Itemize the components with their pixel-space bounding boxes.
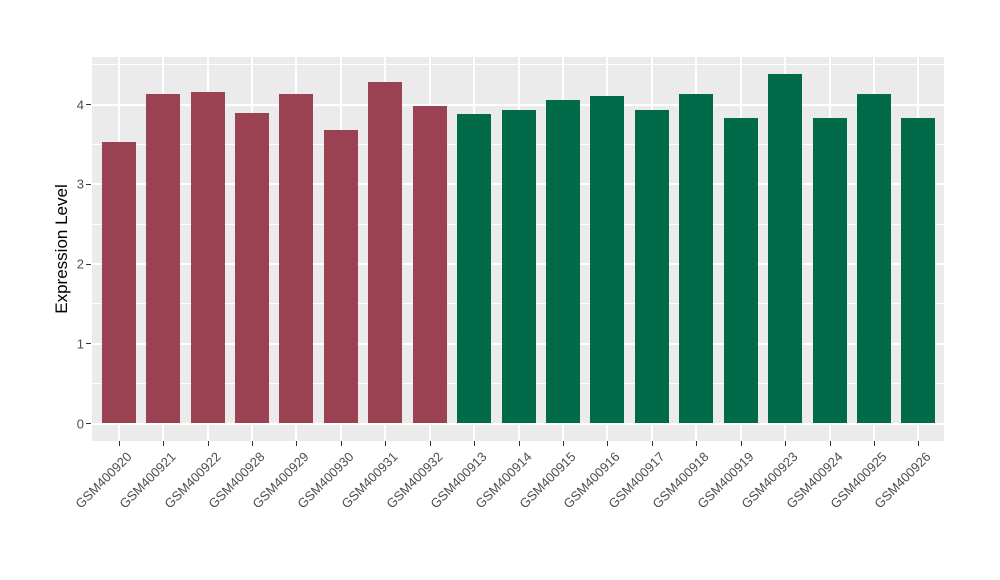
bar-GSM400929	[279, 94, 314, 423]
bar-GSM400928	[234, 112, 269, 423]
bar-GSM400913	[457, 114, 492, 423]
x-tick-mark	[163, 441, 165, 446]
y-tick-mark	[86, 263, 91, 265]
x-tick-mark	[651, 441, 653, 446]
y-axis-title: Expression Level	[52, 184, 71, 314]
bar-GSM400930	[323, 129, 358, 423]
y-tick-mark	[86, 343, 91, 345]
y-tick-mark	[86, 183, 91, 185]
bar-GSM400923	[768, 73, 803, 423]
bar-GSM400914	[501, 110, 536, 423]
bar-GSM400924	[812, 117, 847, 423]
x-tick-mark	[340, 441, 342, 446]
bar-GSM400932	[412, 105, 447, 423]
x-tick-mark	[918, 441, 920, 446]
x-tick-mark	[474, 441, 476, 446]
bar-GSM400925	[857, 93, 891, 423]
bar-GSM400921	[146, 94, 181, 423]
plot-panel	[92, 57, 944, 441]
y-tick-label: 1	[76, 336, 84, 352]
y-tick-label: 2	[76, 256, 84, 272]
bar-GSM400918	[679, 93, 714, 423]
x-tick-mark	[607, 441, 609, 446]
bar-GSM400931	[368, 82, 403, 423]
y-tick-mark	[86, 104, 91, 105]
y-tick-label: 4	[76, 97, 84, 112]
x-tick-mark	[207, 441, 209, 446]
x-tick-mark	[874, 441, 875, 446]
y-tick-mark	[86, 423, 91, 424]
bar-GSM400919	[723, 118, 758, 423]
x-tick-mark	[251, 441, 253, 446]
bar-GSM400926	[901, 118, 936, 423]
x-tick-mark	[829, 441, 831, 446]
x-tick-mark	[518, 441, 520, 446]
x-tick-mark	[740, 441, 742, 446]
bar-GSM400915	[546, 100, 580, 423]
y-tick-label: 3	[76, 176, 84, 192]
bar-GSM400922	[190, 92, 225, 423]
x-tick-mark	[429, 441, 431, 446]
bar-GSM400916	[590, 96, 625, 423]
x-tick-mark	[385, 441, 387, 446]
x-tick-mark	[563, 441, 564, 446]
x-tick-mark	[785, 441, 787, 446]
x-tick-mark	[696, 441, 698, 446]
bar-GSM400917	[634, 109, 669, 423]
bar-GSM400920	[101, 142, 136, 423]
x-tick-mark	[118, 441, 120, 446]
x-tick-mark	[296, 441, 298, 446]
y-tick-label: 0	[76, 416, 84, 431]
